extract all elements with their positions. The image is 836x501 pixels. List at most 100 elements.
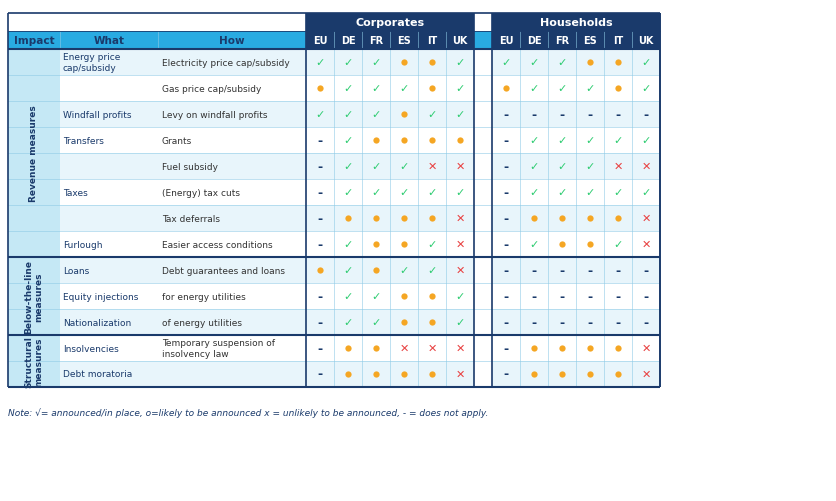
Text: for energy utilities: for energy utilities <box>162 292 246 301</box>
Text: ✕: ✕ <box>640 213 650 223</box>
Bar <box>519 32 548 50</box>
Text: ✓: ✓ <box>343 266 352 276</box>
Text: Debt guarantees and loans: Debt guarantees and loans <box>162 266 285 275</box>
Text: ✓: ✓ <box>427 110 436 120</box>
Text: IT: IT <box>612 36 622 46</box>
Text: of energy utilities: of energy utilities <box>162 318 242 327</box>
Text: Equity injections: Equity injections <box>63 292 138 301</box>
Bar <box>8 258 60 335</box>
Text: -: - <box>502 342 508 355</box>
Text: Furlough: Furlough <box>63 240 102 249</box>
Bar <box>492 14 660 32</box>
Bar <box>473 154 492 180</box>
Text: UK: UK <box>451 36 467 46</box>
Bar <box>604 32 631 50</box>
Text: Nationalization: Nationalization <box>63 318 131 327</box>
Text: ✓: ✓ <box>399 188 408 197</box>
Text: ES: ES <box>583 36 596 46</box>
Text: -: - <box>502 238 508 251</box>
Text: FR: FR <box>369 36 383 46</box>
Bar <box>8 154 660 180</box>
Bar <box>8 14 306 32</box>
Text: -: - <box>502 264 508 277</box>
Bar <box>473 128 492 154</box>
Text: ✓: ✓ <box>343 136 352 146</box>
Bar <box>8 284 660 310</box>
Text: ✓: ✓ <box>613 136 622 146</box>
Text: Loans: Loans <box>63 266 89 275</box>
Bar <box>446 32 473 50</box>
Text: ✓: ✓ <box>371 58 380 68</box>
Text: ✓: ✓ <box>584 162 594 172</box>
Text: -: - <box>587 290 592 303</box>
Bar <box>548 32 575 50</box>
Text: -: - <box>502 108 508 121</box>
Text: ✓: ✓ <box>343 292 352 302</box>
Text: -: - <box>502 212 508 225</box>
Bar <box>473 180 492 205</box>
Text: ✓: ✓ <box>557 162 566 172</box>
Bar <box>473 50 492 76</box>
Text: Fuel subsidy: Fuel subsidy <box>162 162 217 171</box>
Text: ✓: ✓ <box>584 188 594 197</box>
Text: Windfall profits: Windfall profits <box>63 110 131 119</box>
Text: ✓: ✓ <box>455 58 464 68</box>
Text: -: - <box>317 186 322 199</box>
Text: ✓: ✓ <box>315 110 324 120</box>
Text: ✕: ✕ <box>399 343 408 353</box>
Text: ✓: ✓ <box>455 292 464 302</box>
Text: Below-the-line
measures: Below-the-line measures <box>24 260 43 333</box>
Text: ✓: ✓ <box>528 84 538 94</box>
Text: -: - <box>317 316 322 329</box>
Text: UK: UK <box>638 36 653 46</box>
Text: Energy price
cap/subsidy: Energy price cap/subsidy <box>63 53 120 73</box>
Text: -: - <box>502 134 508 147</box>
Text: ✕: ✕ <box>640 239 650 249</box>
Text: -: - <box>614 290 619 303</box>
Text: How: How <box>219 36 244 46</box>
Bar <box>8 231 660 258</box>
Text: ✓: ✓ <box>455 110 464 120</box>
Text: -: - <box>502 160 508 173</box>
Bar <box>473 205 492 231</box>
Text: Temporary suspension of
insolvency law: Temporary suspension of insolvency law <box>162 339 275 358</box>
Bar <box>8 50 660 76</box>
Text: ✓: ✓ <box>427 239 436 249</box>
Text: -: - <box>502 290 508 303</box>
Text: ✓: ✓ <box>528 188 538 197</box>
Text: Transfers: Transfers <box>63 136 104 145</box>
Text: ✓: ✓ <box>640 188 650 197</box>
Text: ✓: ✓ <box>343 239 352 249</box>
Bar <box>334 32 361 50</box>
Text: Easier access conditions: Easier access conditions <box>162 240 273 249</box>
Text: ✓: ✓ <box>640 136 650 146</box>
Text: Note: √= announced/in place, o=likely to be announced x = unlikely to be announc: Note: √= announced/in place, o=likely to… <box>8 407 487 417</box>
Bar <box>8 32 660 50</box>
Text: ✓: ✓ <box>343 110 352 120</box>
Text: -: - <box>531 264 536 277</box>
Text: ✓: ✓ <box>584 136 594 146</box>
Text: Electricity price cap/subsidy: Electricity price cap/subsidy <box>162 59 289 67</box>
Text: Revenue measures: Revenue measures <box>29 105 38 202</box>
Text: EU: EU <box>498 36 512 46</box>
Text: ✕: ✕ <box>455 239 464 249</box>
Text: -: - <box>558 290 564 303</box>
Text: ✓: ✓ <box>343 58 352 68</box>
Text: ✕: ✕ <box>613 162 622 172</box>
Text: -: - <box>502 186 508 199</box>
Text: ✓: ✓ <box>613 239 622 249</box>
Text: ✓: ✓ <box>343 317 352 327</box>
Text: ✕: ✕ <box>455 213 464 223</box>
Bar <box>8 205 660 231</box>
Text: What: What <box>94 36 125 46</box>
Text: ✓: ✓ <box>528 162 538 172</box>
Text: -: - <box>614 264 619 277</box>
Text: -: - <box>587 108 592 121</box>
Text: ✓: ✓ <box>371 188 380 197</box>
Text: Corporates: Corporates <box>355 18 424 28</box>
Text: ✓: ✓ <box>399 266 408 276</box>
Text: ✓: ✓ <box>371 292 380 302</box>
Text: (Energy) tax cuts: (Energy) tax cuts <box>162 188 240 197</box>
Bar <box>8 180 660 205</box>
Bar <box>8 50 60 258</box>
